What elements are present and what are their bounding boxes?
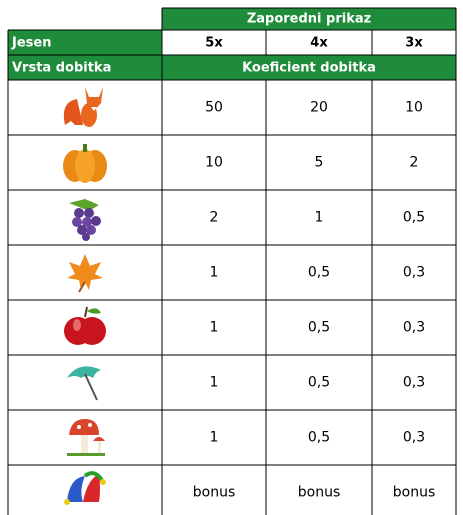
subtitle: Koeficient dobitka	[242, 61, 376, 76]
column-header: 5x	[205, 36, 223, 51]
umbrella-icon	[67, 366, 101, 400]
cell: bonus	[393, 485, 436, 501]
apple-icon	[64, 307, 106, 345]
cell: 2	[210, 210, 219, 226]
grid	[8, 8, 456, 515]
fox-icon	[64, 87, 103, 127]
cell: 10	[405, 100, 423, 116]
cell: 2	[410, 155, 419, 171]
cell: 0,3	[403, 430, 425, 446]
cell: 0,3	[403, 320, 425, 336]
cell: bonus	[298, 485, 341, 501]
leaf-icon	[67, 254, 103, 292]
mushroom-icon	[67, 419, 105, 456]
page: {"header":{"title":"Zaporedni prikaz","t…	[0, 0, 463, 515]
cell: 50	[205, 100, 223, 116]
cell: 1	[210, 430, 219, 446]
grapes-icon	[69, 199, 101, 241]
cell: 0,5	[308, 320, 330, 336]
theme: Jesen	[11, 36, 51, 51]
cell: 1	[210, 320, 219, 336]
cell: 0,5	[308, 375, 330, 391]
column-header: 4x	[310, 36, 328, 51]
column-header: 3x	[405, 36, 423, 51]
pumpkin-icon	[63, 144, 107, 183]
cell: 1	[210, 265, 219, 281]
cell: 0,3	[403, 265, 425, 281]
cell: 0,3	[403, 375, 425, 391]
cell: 1	[210, 375, 219, 391]
row-label: Vrsta dobitka	[12, 61, 111, 76]
cell: 0,5	[308, 430, 330, 446]
jester-icon	[64, 473, 106, 505]
cell: 0,5	[403, 210, 425, 226]
cell: 5	[315, 155, 324, 171]
cell: 0,5	[308, 265, 330, 281]
title: Zaporedni prikaz	[247, 12, 371, 27]
cell: bonus	[193, 485, 236, 501]
cell: 10	[205, 155, 223, 171]
paytable: Zaporedni prikaz Jesen Vrsta dobitka Koe…	[0, 0, 463, 515]
cell: 1	[315, 210, 324, 226]
cell: 20	[310, 100, 328, 116]
